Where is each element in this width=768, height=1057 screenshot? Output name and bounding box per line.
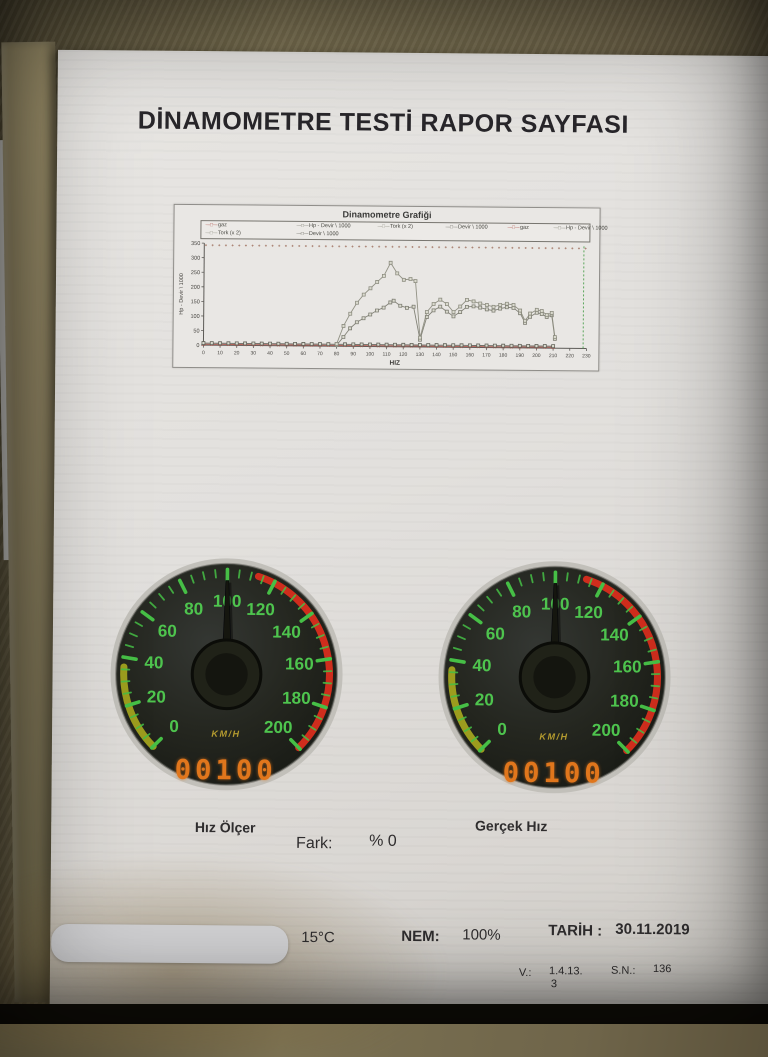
legend-marker-icon: —□— xyxy=(296,223,308,229)
gauge-digital-display: 00100 xyxy=(175,755,277,787)
legend-item: —□—gaz xyxy=(205,222,226,228)
gauge-tick-label: 120 xyxy=(246,599,275,619)
fark-label: Fark: xyxy=(296,835,333,853)
gauge-tick-label: 60 xyxy=(486,623,505,643)
svg-text:80: 80 xyxy=(334,351,340,357)
legend-item: —□—gaz xyxy=(507,225,528,231)
gauge-tick-label: 40 xyxy=(144,652,163,672)
version-value: 1.4.13. xyxy=(549,965,583,977)
legend-item: —□—Hp - Devir \ 1000 xyxy=(296,223,350,229)
gauge-tick-label: 20 xyxy=(475,689,494,709)
redacted-area xyxy=(51,924,288,964)
svg-text:0: 0 xyxy=(202,350,205,356)
legend-marker-icon: —□— xyxy=(445,224,457,230)
svg-text:50: 50 xyxy=(193,328,199,334)
svg-text:70: 70 xyxy=(317,351,323,357)
page-title: DİNAMOMETRE TESTİ RAPOR SAYFASI xyxy=(127,106,639,139)
svg-text:HIZ: HIZ xyxy=(390,360,401,367)
svg-text:210: 210 xyxy=(549,353,558,359)
gauge-unit-label: KM/H xyxy=(539,732,568,742)
legend-item: —□—Tork (x 2) xyxy=(377,224,413,230)
legend-marker-icon: —□— xyxy=(507,225,519,231)
humidity-label: NEM: xyxy=(401,928,439,945)
svg-text:130: 130 xyxy=(416,352,425,358)
svg-text:40: 40 xyxy=(267,351,273,357)
svg-text:10: 10 xyxy=(217,350,223,356)
legend-marker-icon: —□— xyxy=(296,231,308,237)
gauge-tick-label: 160 xyxy=(613,656,642,676)
report-page: DİNAMOMETRE TESTİ RAPOR SAYFASI Dinamome… xyxy=(50,50,768,1012)
svg-text:100: 100 xyxy=(366,352,375,358)
gauge-tick-label: 40 xyxy=(472,655,491,675)
chart-plot: 0 50 100 150 200 250 300 350 0 10 20 30 40 50 60 70 80 90… xyxy=(173,239,597,371)
serial-label: S.N.: xyxy=(611,965,636,977)
svg-text:Hp - Devir \ 1000: Hp - Devir \ 1000 xyxy=(179,273,185,315)
svg-text:200: 200 xyxy=(532,353,541,359)
gauge-tick-label: 180 xyxy=(610,690,639,710)
gauge-tick-label: 140 xyxy=(272,621,301,641)
serial-value: 136 xyxy=(653,963,671,975)
svg-text:190: 190 xyxy=(516,353,525,359)
svg-text:0: 0 xyxy=(196,343,199,349)
gauge-digital-display: 00100 xyxy=(503,758,605,790)
legend-marker-icon: —□— xyxy=(205,222,217,228)
photo-bottom-dark-strip xyxy=(0,1004,768,1024)
gauge-tick-label: 80 xyxy=(184,598,203,618)
svg-text:100: 100 xyxy=(190,314,199,320)
legend-marker-icon: —□— xyxy=(377,224,389,230)
svg-text:50: 50 xyxy=(284,351,290,357)
gauge-tick-label: 160 xyxy=(285,653,314,673)
svg-text:350: 350 xyxy=(191,241,200,247)
svg-text:140: 140 xyxy=(432,352,441,358)
temperature-value: 15°C xyxy=(301,929,335,946)
svg-text:30: 30 xyxy=(251,351,257,357)
gauge-tick-label: 200 xyxy=(264,717,293,737)
gauge-tick-label: 200 xyxy=(592,720,621,740)
gauge-tick-label: 80 xyxy=(512,601,531,621)
svg-text:180: 180 xyxy=(499,353,508,359)
svg-text:230: 230 xyxy=(582,353,591,359)
legend-item: —□—Devir \ 1000 xyxy=(445,224,487,230)
svg-text:60: 60 xyxy=(300,351,306,357)
gauge-tick-label: 180 xyxy=(282,688,311,708)
fark-value: % 0 xyxy=(369,833,397,851)
right-gauge-label: Gerçek Hız xyxy=(411,817,611,835)
svg-text:110: 110 xyxy=(383,352,391,358)
gauge-tick-label: 140 xyxy=(600,624,629,644)
gauge-tick-label: 20 xyxy=(147,686,166,706)
svg-text:220: 220 xyxy=(565,353,574,359)
legend-marker-icon: —□— xyxy=(205,230,217,236)
svg-text:300: 300 xyxy=(191,256,200,262)
photo-of-report: { "title": "DİNAMOMETRE TESTİ RAPOR SAYF… xyxy=(0,0,768,1024)
date-value: 30.11.2019 xyxy=(615,921,689,939)
legend-item: —□—Devir \ 1000 xyxy=(296,231,338,237)
svg-text:170: 170 xyxy=(482,353,491,359)
date-label: TARİH : xyxy=(548,922,602,939)
left-gauge-label: Hız Ölçer xyxy=(125,818,325,836)
svg-text:150: 150 xyxy=(191,299,200,305)
legend-item: —□—Tork (x 2) xyxy=(205,230,241,236)
version-value-wrap: 3 xyxy=(551,978,557,990)
svg-text:160: 160 xyxy=(466,352,475,358)
svg-text:90: 90 xyxy=(350,351,356,357)
dyno-chart: Dinamometre Grafiği —□—gaz—□—Hp - Devir … xyxy=(172,204,600,372)
gauge-tick-label: 60 xyxy=(158,620,177,640)
svg-text:20: 20 xyxy=(234,350,240,356)
svg-text:120: 120 xyxy=(399,352,408,358)
version-label: V.: xyxy=(519,967,532,979)
legend-marker-icon: —□— xyxy=(553,225,565,231)
humidity-value: 100% xyxy=(462,926,501,943)
gauge-tick-label: 120 xyxy=(574,602,603,622)
gauge-tick-label: 0 xyxy=(169,716,179,736)
svg-text:150: 150 xyxy=(449,352,458,358)
svg-text:200: 200 xyxy=(191,285,200,291)
gauge-unit-label: KM/H xyxy=(211,729,240,739)
svg-text:250: 250 xyxy=(191,270,200,276)
legend-item: —□—Hp - Devir \ 1000 xyxy=(553,225,607,231)
gauge-tick-label: 0 xyxy=(497,719,507,739)
